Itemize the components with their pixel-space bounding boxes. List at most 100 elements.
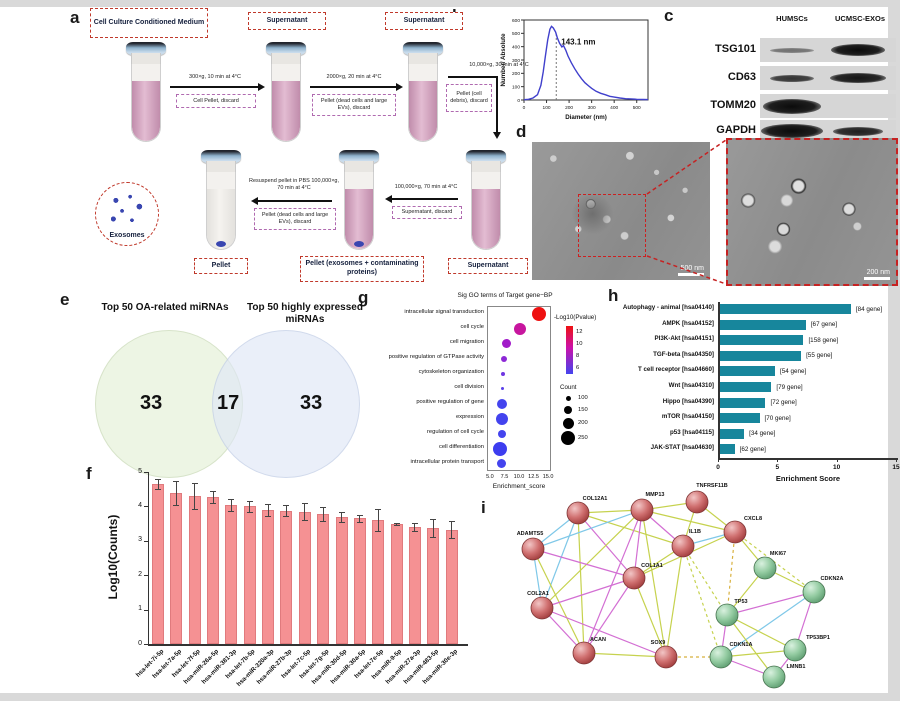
flow-box-supernatant-3: Supernatant	[448, 258, 528, 274]
f-error-cap-top	[393, 522, 400, 524]
venn-right-count: 33	[300, 392, 323, 414]
panel-letter-e: e	[60, 290, 70, 309]
g-legend-gradient	[566, 326, 573, 374]
network-node-label: TP53BP1	[806, 635, 830, 641]
network-node	[572, 641, 596, 665]
network-edge	[720, 591, 815, 658]
flow-step5-condition: 100,000×g, 70 min at 4°C	[394, 184, 458, 190]
f-error-cap-bottom	[228, 510, 235, 512]
page-frame-top	[0, 0, 900, 7]
f-error-cap-top	[246, 501, 253, 503]
flow-box-pellet: Pellet	[194, 258, 248, 274]
h-category-label: AMPK [hsa04152]	[662, 319, 714, 327]
f-error-cap-top	[356, 515, 363, 516]
f-error-bar	[359, 515, 361, 522]
h-category-label: TGF-beta [hsa04350]	[653, 350, 714, 358]
flow-box-conditioned-medium: Cell Culture Conditioned Medium	[90, 8, 208, 38]
g-dot	[497, 429, 506, 438]
f-y-axis-label: Log10(Counts)	[106, 514, 120, 600]
network-edge	[682, 545, 722, 658]
g-dot	[501, 371, 506, 376]
h-bar	[718, 428, 745, 439]
f-x-axis	[148, 644, 468, 646]
h-y-axis	[718, 302, 720, 458]
network-node	[530, 596, 554, 620]
g-dot	[495, 412, 508, 425]
f-bar	[408, 527, 421, 644]
g-legend-count-dot	[564, 406, 572, 414]
network-edge	[583, 577, 635, 654]
panel-letter-h: h	[608, 286, 619, 305]
g-category-label: positive regulation of gene	[416, 399, 484, 405]
f-bar	[225, 504, 238, 644]
h-bar	[718, 366, 775, 377]
flow-arrow-5	[385, 195, 458, 203]
blot-lane-strip	[760, 66, 896, 90]
g-category-label: cell migration	[449, 339, 484, 345]
network-edge	[633, 577, 667, 658]
f-error-cap-top	[265, 503, 272, 505]
network-edge	[641, 509, 667, 658]
h-gene-count-label: [62 gene]	[739, 445, 766, 453]
h-x-tick-label: 5	[775, 464, 780, 471]
g-dot	[513, 322, 526, 335]
network-edge	[726, 614, 796, 651]
f-bar	[353, 518, 366, 644]
h-gene-count-label: [158 gene]	[808, 336, 839, 344]
svg-text:500: 500	[633, 105, 641, 111]
page-frame-bottom	[0, 693, 900, 701]
f-error-cap-top	[155, 478, 161, 480]
flow-box-supernatant-discard: Supernatant, discard	[392, 206, 462, 219]
f-error-bar	[230, 498, 232, 511]
blot-band	[763, 98, 821, 114]
flow-step3-condition: 10,000×g, 30 min at 4°C	[469, 62, 529, 68]
svg-text:100: 100	[543, 105, 551, 111]
network-edge	[541, 512, 579, 609]
h-gene-count-label: [72 gene]	[770, 399, 797, 407]
network-node	[566, 501, 590, 525]
f-error-bar	[432, 518, 434, 537]
f-error-bar	[451, 521, 453, 539]
h-category-label: T cell receptor [hsa04660]	[637, 366, 714, 374]
f-bar	[335, 516, 348, 644]
network-edge	[541, 577, 635, 609]
svg-text:0: 0	[523, 105, 526, 111]
f-bar	[207, 496, 220, 644]
f-error-bar	[194, 483, 196, 509]
f-y-tick-label: 4	[138, 501, 142, 509]
h-gene-count-label: [70 gene]	[764, 414, 791, 422]
f-bar	[298, 511, 311, 644]
g-dot	[493, 441, 508, 456]
f-error-cap-bottom	[155, 489, 161, 491]
f-error-cap-top	[301, 503, 308, 505]
venn-right-title: Top 50 highly expressed miRNAs	[247, 302, 363, 325]
f-error-bar	[341, 511, 342, 522]
h-x-tick-label: 10	[833, 464, 841, 471]
exosomes-label: Exosomes	[109, 232, 145, 239]
h-category-label: Wnt [hsa04310]	[668, 382, 714, 389]
em-scalebar-left: 500 nm	[678, 265, 704, 276]
f-y-tick	[144, 644, 148, 645]
network-node	[671, 534, 695, 558]
network-node	[753, 556, 777, 580]
size-chart-svg: 0 100 200 300 400 500 600 0 100 200 300 400 500 Diame…	[500, 18, 649, 121]
tube-conditioned-medium	[125, 42, 167, 142]
panel-letter-d: d	[516, 122, 527, 141]
f-y-tick-label: 3	[138, 536, 142, 544]
h-x-tick	[836, 458, 838, 462]
blot-lane-strip	[760, 120, 896, 142]
network-edge	[726, 591, 815, 616]
f-error-bar	[414, 522, 416, 532]
blot-row-label: TOMM20	[710, 99, 756, 111]
f-bar	[280, 510, 293, 644]
network-edge	[726, 614, 775, 678]
g-legend-pvalue-tick: 8	[576, 353, 580, 359]
f-bar	[152, 484, 164, 644]
network-node-label: IL1B	[689, 529, 701, 535]
flow-box-supernatant-1: Supernatant	[248, 12, 326, 30]
network-node-label: COL12A1	[583, 496, 608, 502]
network-node-label: SOX9	[651, 640, 666, 646]
flow-box-cell-pellet-discard: Cell Pellet, discard	[176, 94, 256, 108]
tube-pellet	[200, 150, 242, 250]
flow-box-cell-debris-discard: Pellet (cell debris), discard	[446, 84, 492, 112]
